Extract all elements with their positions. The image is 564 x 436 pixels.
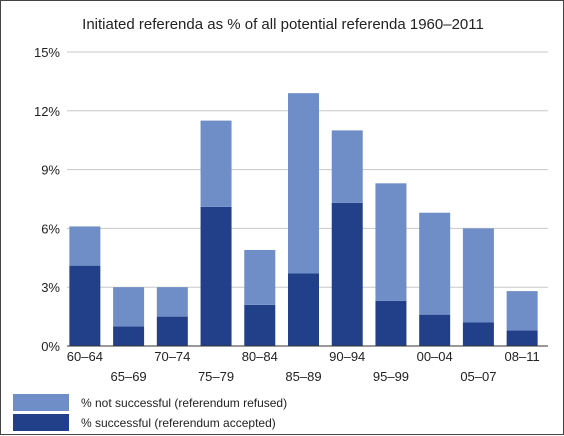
bar-segment bbox=[419, 212, 451, 315]
x-tick-label: 80–84 bbox=[242, 349, 278, 364]
x-tick-label: 90–94 bbox=[329, 349, 365, 364]
x-tick-label: 05–07 bbox=[460, 369, 496, 384]
y-tick-label: 3% bbox=[41, 280, 60, 295]
chart-title: Initiated referenda as % of all potentia… bbox=[82, 16, 484, 33]
bar-segment bbox=[506, 291, 538, 331]
bar-segment bbox=[462, 228, 494, 323]
bar-segment bbox=[200, 206, 232, 346]
legend: % not successful (referendum refused) % s… bbox=[13, 394, 287, 431]
x-tick-label: 60–64 bbox=[67, 349, 103, 364]
bar-segment bbox=[419, 314, 451, 346]
bar-segment bbox=[244, 249, 276, 305]
x-axis-ticks: 60–64 65–69 70–74 75–79 80–84 85–89 90–94 95–99… bbox=[67, 349, 540, 384]
y-tick-label: 9% bbox=[41, 163, 60, 178]
x-tick-label: 95–99 bbox=[373, 369, 409, 384]
bars bbox=[69, 93, 538, 346]
bar-segment bbox=[113, 287, 145, 327]
legend-label: % not successful (referendum refused) bbox=[81, 396, 287, 410]
bar-segment bbox=[244, 304, 276, 346]
x-tick-label: 85–89 bbox=[285, 369, 321, 384]
bar-segment bbox=[375, 300, 407, 346]
bar-segment bbox=[375, 183, 407, 301]
legend-swatch bbox=[13, 394, 69, 411]
y-tick-label: 6% bbox=[41, 221, 60, 236]
bar-segment bbox=[331, 202, 363, 346]
x-tick-label: 75–79 bbox=[198, 369, 234, 384]
y-tick-label: 12% bbox=[34, 104, 60, 119]
x-tick-label: 08–11 bbox=[505, 349, 540, 364]
bar-segment bbox=[288, 93, 319, 274]
y-axis-ticks: 0% 3% 6% 9% 12% 15% bbox=[34, 45, 60, 354]
bar-segment bbox=[200, 120, 232, 207]
bar-segment bbox=[113, 326, 145, 346]
bar-segment bbox=[69, 226, 101, 266]
bar-segment bbox=[156, 316, 188, 346]
y-tick-label: 15% bbox=[34, 45, 60, 60]
bar-segment bbox=[69, 265, 101, 346]
legend-swatch bbox=[13, 414, 69, 431]
y-tick-label: 0% bbox=[41, 339, 60, 354]
bar-segment bbox=[156, 287, 188, 317]
x-tick-label: 70–74 bbox=[154, 349, 190, 364]
bar-segment bbox=[462, 322, 494, 346]
x-tick-label: 65–69 bbox=[111, 369, 147, 384]
bar-segment bbox=[506, 330, 538, 346]
x-tick-label: 00–04 bbox=[417, 349, 453, 364]
bar-segment bbox=[331, 130, 363, 203]
legend-label: % successful (referendum accepted) bbox=[81, 416, 276, 430]
bar-segment bbox=[288, 273, 319, 346]
